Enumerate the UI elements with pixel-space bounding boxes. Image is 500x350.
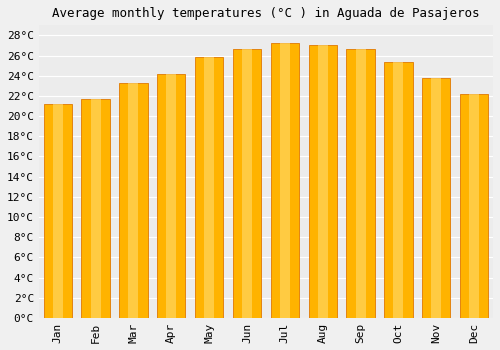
Bar [204, 57, 214, 318]
Title: Average monthly temperatures (°C ) in Aguada de Pasajeros: Average monthly temperatures (°C ) in Ag… [52, 7, 480, 20]
Bar [469, 94, 479, 318]
Bar [233, 49, 261, 318]
Bar [280, 43, 290, 318]
Bar [128, 83, 138, 318]
Bar [394, 62, 404, 318]
Bar [119, 83, 148, 318]
Bar [432, 78, 441, 318]
Bar [270, 43, 299, 318]
Bar [308, 46, 337, 318]
Bar [195, 57, 224, 318]
Bar [422, 78, 450, 318]
Bar [166, 74, 176, 318]
Bar [318, 46, 328, 318]
Bar [460, 94, 488, 318]
Bar [82, 99, 110, 318]
Bar [346, 49, 375, 318]
Bar [44, 104, 72, 318]
Bar [157, 74, 186, 318]
Bar [90, 99, 101, 318]
Bar [53, 104, 62, 318]
Bar [384, 62, 412, 318]
Bar [242, 49, 252, 318]
Bar [356, 49, 366, 318]
